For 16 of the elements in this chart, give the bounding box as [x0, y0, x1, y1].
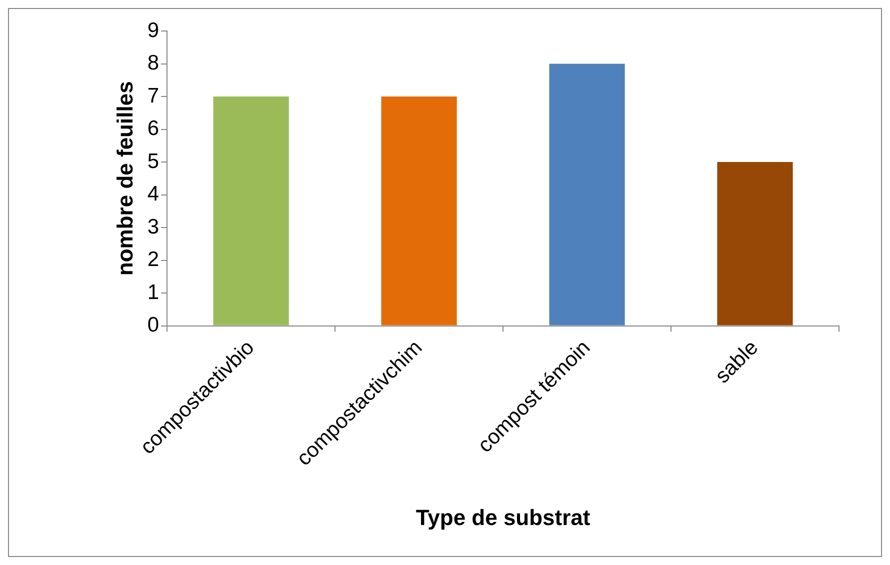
- y-tick-label: 8: [147, 52, 160, 75]
- bar: [717, 162, 793, 326]
- y-tick-label: 9: [147, 18, 160, 42]
- y-tick-label: 6: [147, 117, 160, 140]
- y-tick-label: 0: [147, 314, 160, 337]
- y-tick-label: 1: [147, 280, 160, 304]
- y-tick-label: 5: [147, 150, 160, 173]
- y-axis-title: nombre de feuilles: [112, 81, 138, 276]
- y-tick-label: 3: [147, 215, 160, 238]
- y-tick-label: 2: [147, 248, 160, 272]
- y-tick-label: 7: [147, 84, 160, 108]
- bar: [381, 96, 457, 326]
- bar: [549, 64, 625, 326]
- bar: [213, 96, 289, 326]
- x-axis-title: Type de substrat: [416, 504, 591, 530]
- y-tick-label: 4: [147, 182, 160, 206]
